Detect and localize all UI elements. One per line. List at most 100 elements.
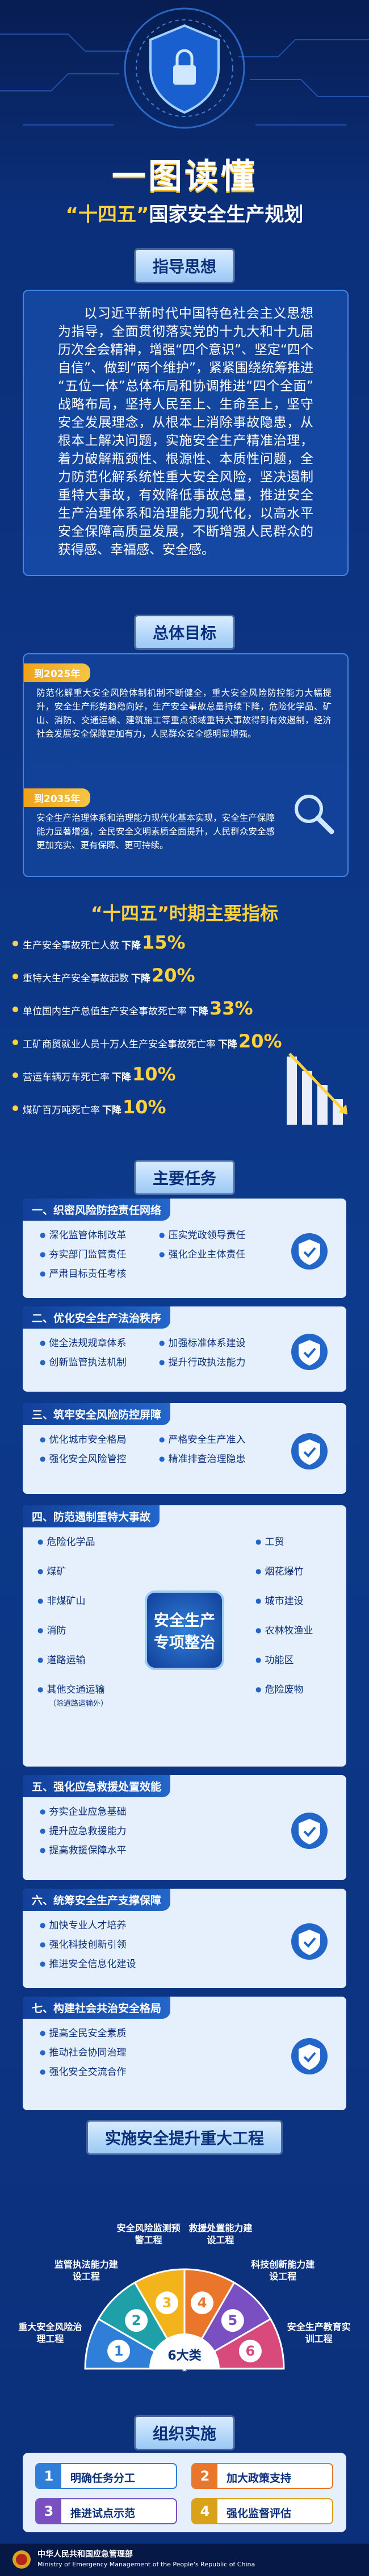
indicator-change: 下降 [218, 1039, 237, 1050]
task-center: 安全生产专项整治 [145, 1590, 224, 1670]
bullet [12, 1007, 18, 1012]
task-item: 夯实部门监管责任 [40, 1246, 126, 1260]
indicator-label: 重特大生产安全事故起数 [23, 973, 129, 984]
task-item: 强化安全风险管控 [40, 1451, 126, 1465]
guiding-text: 以习近平新时代中国特色社会主义思想为指导，全面贯彻落实党的十九大和十九届历次全会… [58, 306, 313, 557]
task-item: 道路运输 [37, 1652, 85, 1666]
task-item: 推动社会协同治理 [40, 2044, 126, 2059]
task-item: 夯实企业应急基础 [40, 1803, 126, 1818]
project-number: 4 [198, 2295, 207, 2311]
section-heading: 实施安全提升重大工程 [87, 2122, 282, 2153]
organize-number: 3 [36, 2499, 61, 2523]
indicator-row: 工矿商贸就业人员十万人生产安全事故死亡率 下降20% [12, 1030, 282, 1052]
task-item: 危险化学品 [37, 1534, 95, 1548]
goal-year: 到2025年 [24, 663, 91, 682]
project-center [149, 2333, 220, 2369]
task-item: 危险废物 [255, 1681, 303, 1696]
organize-item: 2 加大政策支持 [191, 2463, 333, 2489]
task-title: 一、织密风险防控责任网络 [23, 1199, 171, 1221]
project-center-label: 6大类 [167, 2349, 202, 2363]
project-number: 3 [162, 2295, 172, 2311]
subtitle-highlight: “十四五” [65, 203, 149, 226]
bullet [12, 941, 18, 946]
organize-label: 推进试点示范 [70, 2507, 136, 2520]
footer-en: Ministry of Emergency Management of the … [37, 2561, 255, 2568]
indicators: 生产安全事故死亡人数 下降15% 重特大生产安全事故起数 下降20% 单位国内生产总值生… [0, 932, 369, 1142]
goal-text: 安全生产治理体系和治理能力现代化基本实现，安全生产保障能力显著增强，全民安全文明… [36, 813, 275, 850]
organize-number: 1 [36, 2464, 61, 2488]
task-item: 非煤矿山 [37, 1593, 85, 1607]
organize-label: 明确任务分工 [70, 2472, 136, 2485]
task-icon [290, 1332, 329, 1372]
project-label: 安全生产教育实训工程 [287, 2321, 351, 2344]
indicator-change: 下降 [131, 973, 150, 984]
task-item: 烟花爆竹 [255, 1563, 303, 1577]
project-label: 监管执法能力建设工程 [54, 2258, 118, 2282]
organize-box: 1 明确任务分工 2 加大政策支持 3 推进试点示范 4 强化监督评估 [23, 2453, 346, 2532]
indicator-value: 20% [152, 965, 195, 986]
organize-item: 3 推进试点示范 [35, 2498, 177, 2524]
task-item: 提高救援保障水平 [40, 1842, 126, 1856]
task-item: 功能区 [255, 1652, 293, 1666]
task-item: 健全法规规章体系 [40, 1335, 126, 1349]
section-heading: 总体目标 [135, 616, 234, 648]
indicator-label: 生产安全事故死亡人数 [23, 940, 119, 951]
indicator-value: 10% [132, 1063, 176, 1085]
project-number-badge [107, 2339, 131, 2362]
task-box: 一、织密风险防控责任网络深化监管体制改革 压实党政领导责任夯实部门监管责任 强化企业… [23, 1199, 346, 1298]
project-label: 救援处置能力建设工程 [188, 2223, 253, 2246]
task-title: 五、强化应急救援处置效能 [23, 1775, 171, 1797]
project-number: 2 [132, 2312, 141, 2328]
organize-number: 2 [192, 2464, 217, 2488]
indicator-value: 15% [142, 932, 186, 953]
task-icon [290, 1231, 329, 1271]
task-item: 优化城市安全格局 [40, 1431, 126, 1446]
task-item: 提升应急救援能力 [40, 1823, 126, 1837]
project-number: 1 [114, 2343, 124, 2359]
task-item: 创新监管执法机制 [40, 1354, 126, 1368]
task-item: 提高全民安全素质 [40, 2025, 126, 2039]
indicator-value: 20% [238, 1030, 282, 1052]
task-title: 三、筑牢安全风险防控屏障 [23, 1403, 171, 1425]
indicator-label: 工矿商贸就业人员十万人生产安全事故死亡率 [23, 1039, 216, 1050]
project-number-badge [191, 2291, 214, 2315]
projects: 1 2 3 4 5 6 6大类 重大安全风险治理工程 监管执法能力建设工程 安全风险监测预警工程救… [0, 2159, 369, 2403]
indicator-row: 煤矿百万吨死亡率 下降10% [12, 1096, 166, 1118]
project-number-badge [221, 2309, 244, 2332]
indicator-change: 下降 [112, 1072, 131, 1083]
project-number-badge [155, 2291, 178, 2315]
task-item: 农林牧渔业 [255, 1622, 313, 1636]
task-icon [290, 1431, 329, 1471]
indicator-value: 33% [209, 997, 253, 1019]
task-icon [290, 1811, 329, 1851]
indicator-row: 营运车辆万车死亡率 下降10% [12, 1063, 176, 1085]
task-box: 四、防范遏制重特大事故危险化学品煤矿非煤矿山消防道路运输其他交通运输 （除道路运输… [23, 1505, 346, 1767]
magnifier-icon [291, 791, 336, 836]
organize-number: 4 [192, 2499, 217, 2523]
organize-item: 1 明确任务分工 [35, 2463, 177, 2489]
task-item: 压实党政领导责任 [159, 1227, 245, 1241]
indicator-change: 下降 [121, 940, 141, 951]
goals-box: 到2025年 防范化解重大安全风险体制机制不断健全，重大安全风险防控能力大幅提升，… [23, 653, 349, 877]
bullet [12, 1072, 18, 1078]
task-title: 六、统筹安全生产支撑保障 [23, 1889, 171, 1911]
indicator-label: 单位国内生产总值生产安全事故死亡率 [23, 1006, 187, 1017]
task-box: 六、统筹安全生产支撑保障加快专业人才培养强化科技创新引领推进安全信息化建设 [23, 1889, 346, 1988]
task-item: 推进安全信息化建设 [40, 1956, 136, 1970]
task-item: 强化科技创新引领 [40, 1936, 126, 1951]
indicator-value: 10% [123, 1096, 166, 1118]
task-item: 工贸 [255, 1534, 284, 1548]
task-box: 二、优化安全生产法治秩序健全法规规章体系 加强标准体系建设创新监管执法机制 提升行政… [23, 1306, 346, 1392]
task-item: 严肃目标责任考核 [40, 1266, 126, 1280]
task-title: 四、防范遏制重特大事故 [23, 1505, 160, 1527]
subtitle: “十四五”国家安全生产规划 [0, 199, 369, 227]
organize-label: 强化监督评估 [227, 2507, 292, 2520]
goal-year: 到2035年 [24, 788, 91, 807]
title: 一图读懂 [112, 157, 257, 197]
task-note: （除道路运输外） [49, 1700, 108, 1708]
task-item: 强化安全交流合作 [40, 2064, 126, 2078]
indicator-label: 煤矿百万吨死亡率 [23, 1105, 100, 1116]
project-label: 重大安全风险治理工程 [18, 2321, 82, 2344]
bullet [12, 1039, 18, 1045]
